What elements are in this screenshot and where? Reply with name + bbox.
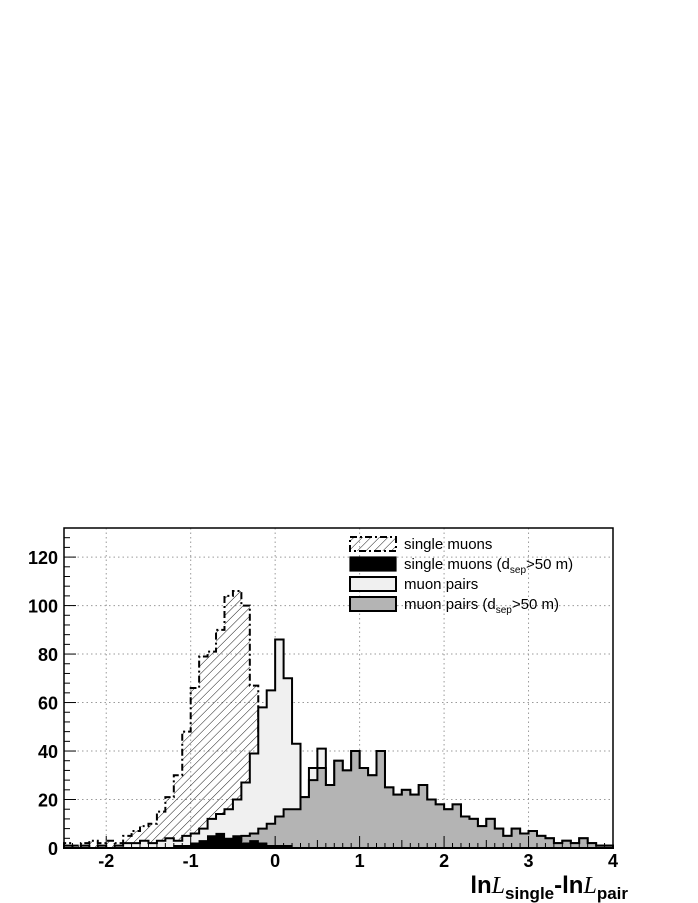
y-tick-label: 100 xyxy=(28,597,58,617)
x-tick-label: 1 xyxy=(355,851,365,871)
legend-label-single-muons-dsep: single muons (dsep>50 m) xyxy=(404,556,573,576)
x-title-sub-1: single xyxy=(505,884,554,903)
plot-frame xyxy=(63,527,614,849)
legend-swatch-muon-pairs xyxy=(349,576,397,592)
histogram-series xyxy=(63,590,614,849)
y-tick-label: 40 xyxy=(38,742,58,762)
legend-swatch-single-muons xyxy=(349,536,397,552)
x-title-sub-2: pair xyxy=(597,884,629,903)
x-title-prefix-1: ln xyxy=(470,872,491,899)
legend-swatch-muon-pairs-dsep xyxy=(349,596,397,612)
y-tick-label: 0 xyxy=(48,839,58,859)
x-tick-label: 3 xyxy=(524,851,534,871)
x-title-L-1: L xyxy=(491,873,505,899)
legend-label-muon-pairs: muon pairs xyxy=(404,576,478,593)
x-tick-label: -1 xyxy=(183,851,199,871)
x-title-prefix-2: ln xyxy=(562,872,583,899)
x-tick-label: 4 xyxy=(608,851,618,871)
y-tick-label: 60 xyxy=(38,694,58,714)
x-tick-label: 0 xyxy=(270,851,280,871)
y-tick-label: 20 xyxy=(38,791,58,811)
x-title-dash: - xyxy=(554,872,562,899)
x-title-L-2: L xyxy=(582,873,596,899)
legend-swatch-single-muons-dsep xyxy=(349,556,397,572)
y-tick-label: 120 xyxy=(28,548,58,568)
x-tick-label: 2 xyxy=(439,851,449,871)
x-axis-title: lnLsingle-lnLpair xyxy=(470,872,628,903)
x-tick-label: -2 xyxy=(98,851,114,871)
legend-label-muon-pairs-dsep: muon pairs (dsep>50 m) xyxy=(404,596,559,616)
y-tick-label: 80 xyxy=(38,645,58,665)
legend-label-single-muons: single muons xyxy=(404,536,492,553)
